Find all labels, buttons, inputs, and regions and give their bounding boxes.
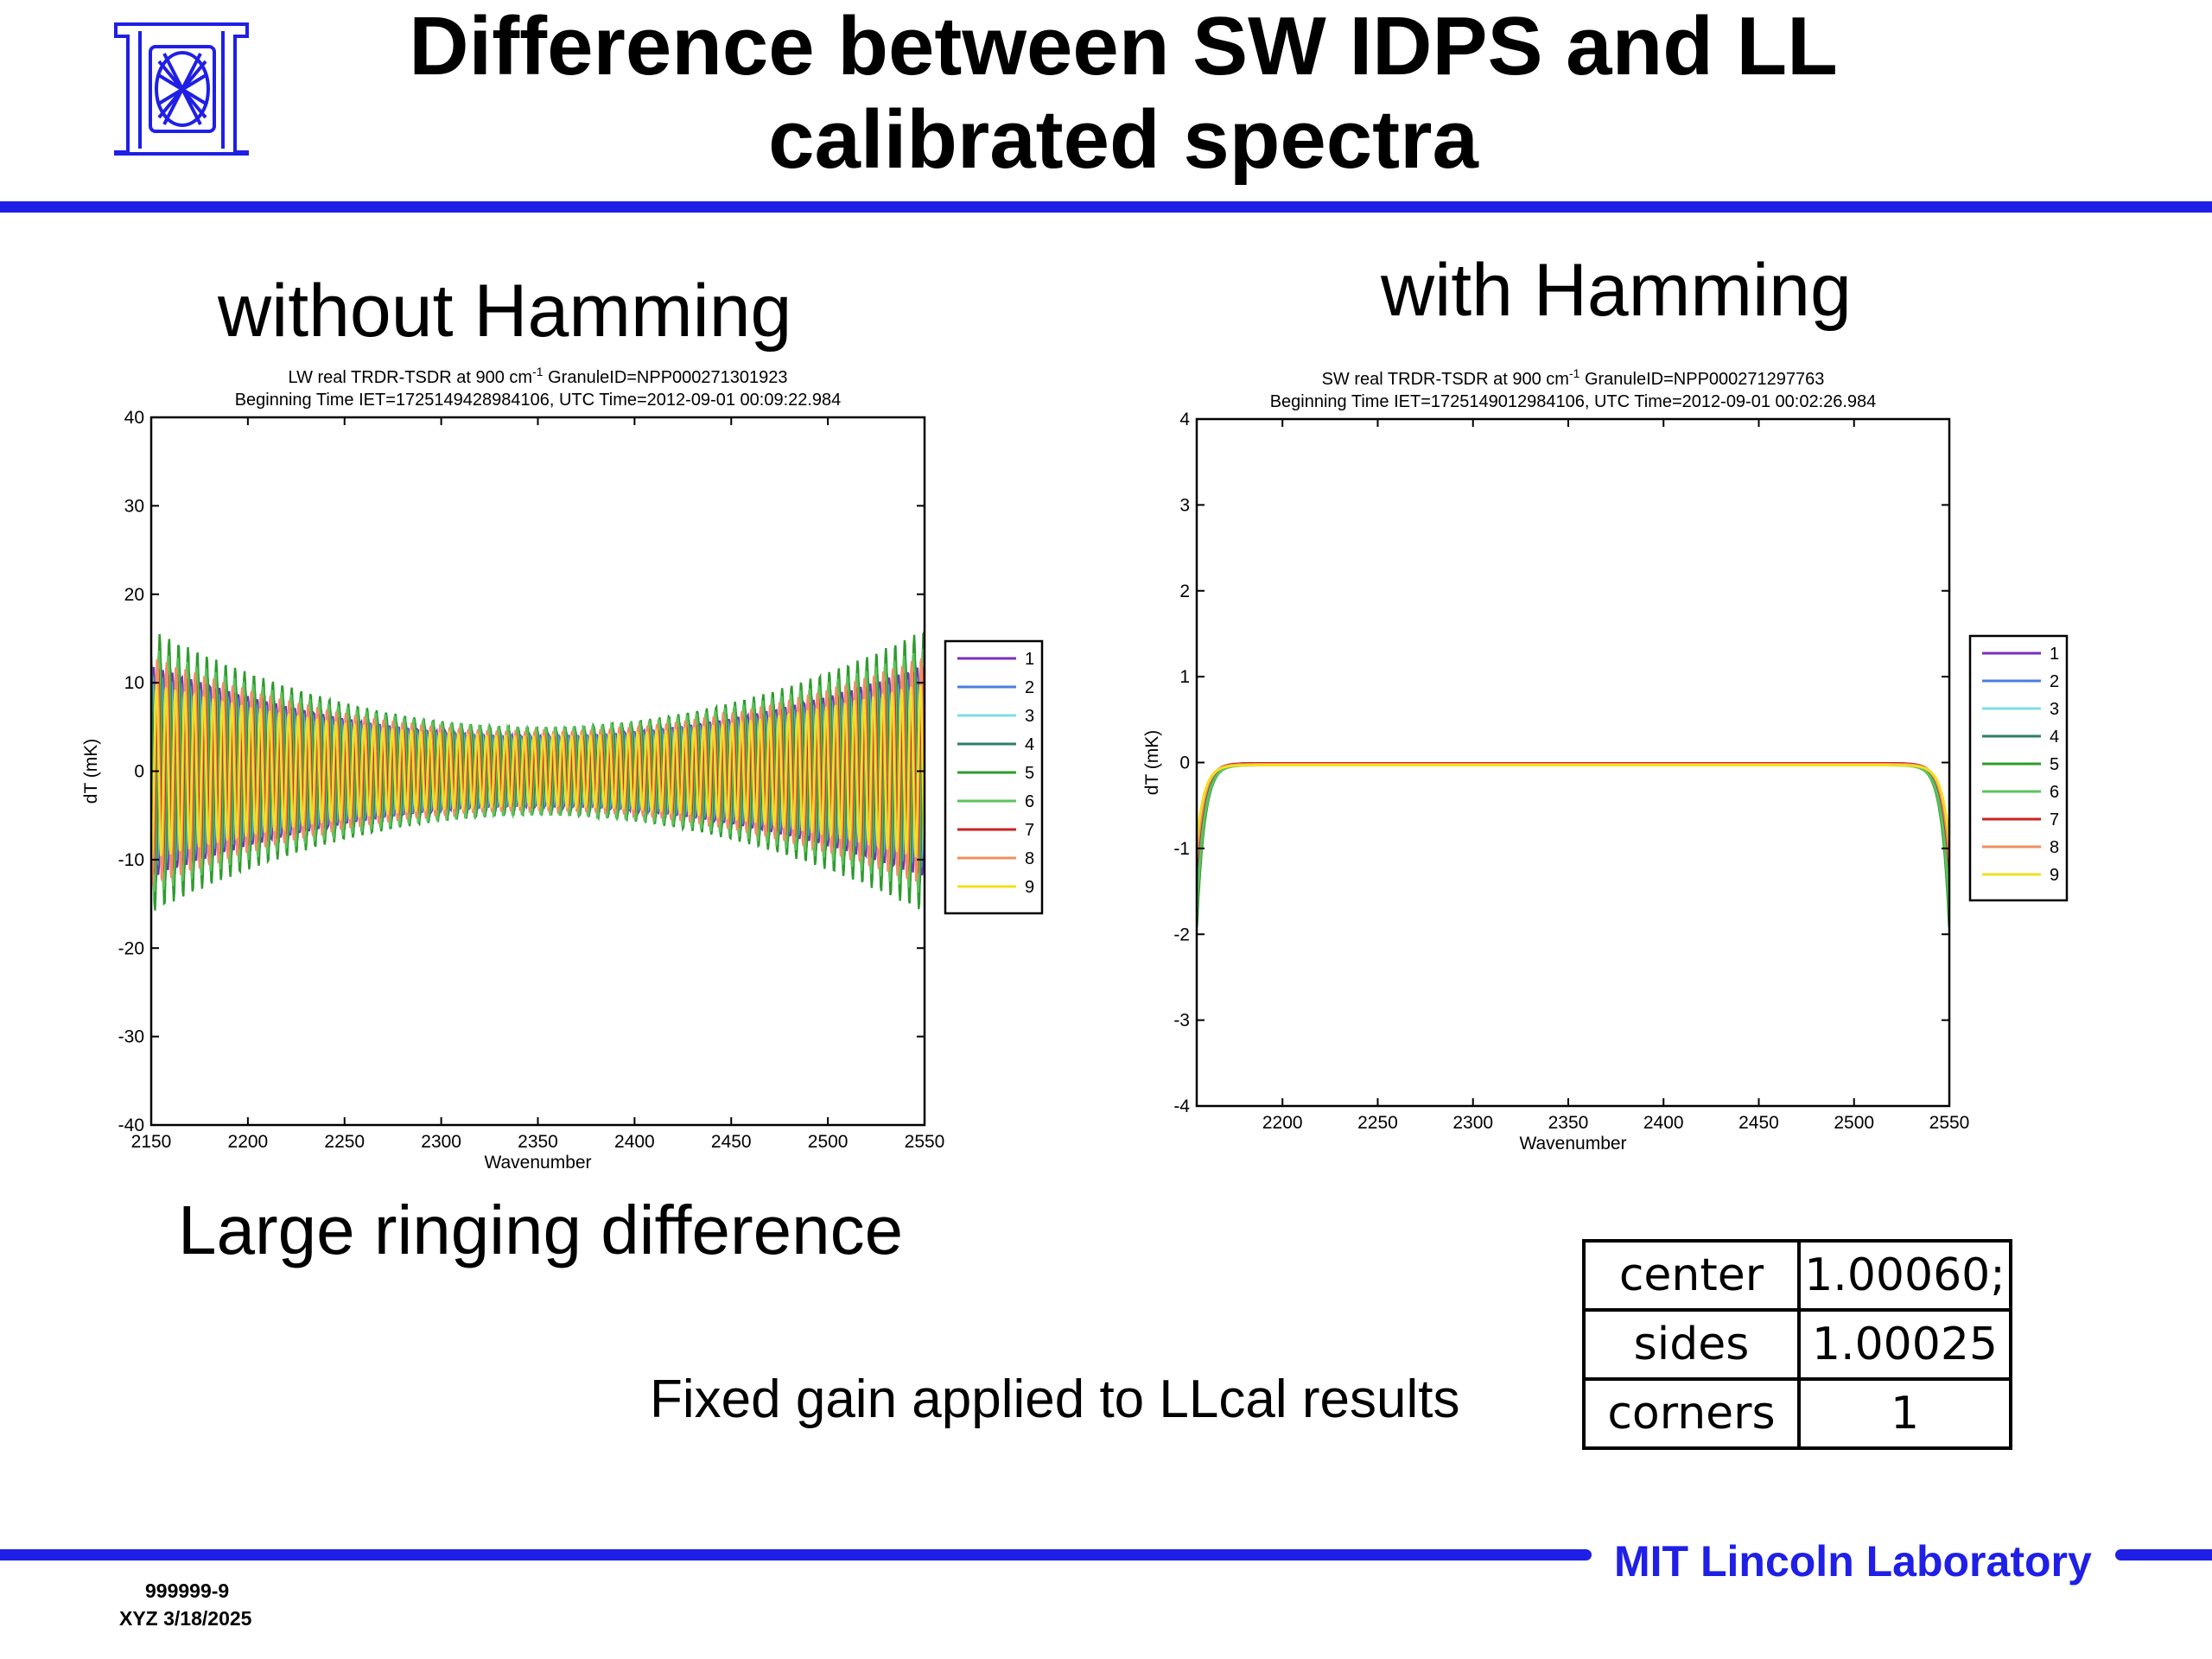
series-line-8 [1197,763,1949,859]
slide-title: Difference between SW IDPS and LL calibr… [259,0,1987,187]
series-line-3 [1197,764,1949,868]
right-panel-caption: with Hamming [1381,249,1852,332]
y-tick-label: 20 [124,585,144,605]
y-tick-label: -30 [118,1027,144,1047]
legend-label-3: 3 [1025,707,1034,726]
legend-label-2: 2 [1025,678,1034,697]
left-panel-caption: without Hamming [218,270,792,353]
legend-label-1: 1 [2050,645,2059,664]
legend-label-1: 1 [1025,650,1034,669]
legend-label-6: 6 [2050,783,2059,802]
gain-label-center: center [1582,1239,1801,1312]
y-tick-label: 3 [1179,495,1190,515]
legend-label-9: 9 [1025,878,1034,897]
legend-label-5: 5 [2050,755,2059,774]
y-tick-label: -40 [118,1116,144,1135]
chart-title-line-1: LW real TRDR-TSDR at 900 cm-1 GranuleID=… [288,365,787,387]
y-tick-label: 4 [1179,410,1190,429]
legend-label-6: 6 [1025,792,1034,811]
x-tick-label: 2300 [1452,1113,1493,1133]
x-axis-label: Wavenumber [1519,1134,1626,1154]
y-tick-label: 0 [1179,753,1190,773]
gain-value-corners: 1 [1797,1377,2012,1450]
legend-label-3: 3 [2050,700,2059,719]
series-line-1 [1197,762,1949,884]
ringing-note: Large ringing difference [178,1192,904,1268]
right-chart: SW real TRDR-TSDR at 900 cm-1 GranuleID=… [1142,366,2069,1154]
y-tick-label: -10 [118,850,144,870]
x-tick-label: 2350 [1548,1113,1589,1133]
x-tick-label: 2400 [614,1132,655,1152]
footer-divider-right [2115,1549,2212,1560]
gain-label-corners: corners [1582,1377,1801,1450]
legend-label-7: 7 [2050,810,2059,830]
y-tick-label: -20 [118,938,144,958]
y-tick-label: -3 [1173,1011,1190,1031]
y-tick-label: 1 [1179,667,1190,687]
y-tick-label: 2 [1179,582,1190,601]
x-tick-label: 2550 [1929,1113,1970,1133]
legend-label-7: 7 [1025,821,1034,840]
gain-table: center 1.00060; sides 1.00025 corners 1 [1582,1239,2012,1450]
y-tick-label: -1 [1173,839,1190,859]
gain-value-sides: 1.00025 [1797,1308,2012,1381]
plot-area [1197,762,1949,928]
x-tick-label: 2200 [228,1132,269,1152]
slide-title-line-2: calibrated spectra [768,93,1478,186]
legend-label-8: 8 [2050,838,2059,857]
x-tick-label: 2200 [1262,1113,1303,1133]
series-line-9 [151,683,925,860]
slide-title-line-1: Difference between SW IDPS and LL [409,0,1838,92]
legend-label-2: 2 [2050,672,2059,691]
y-tick-label: -2 [1173,925,1190,944]
gain-note: Fixed gain applied to LLcal results [650,1370,1460,1429]
y-tick-label: 40 [124,408,144,428]
series-line-7 [1197,762,1949,867]
chart-title-line-2: Beginning Time IET=1725149012984106, UTC… [1270,392,1877,411]
x-tick-label: 2450 [711,1132,752,1152]
x-tick-label: 2150 [131,1132,172,1152]
series-line-2 [1197,763,1949,876]
gain-value-center: 1.00060; [1797,1239,2012,1312]
mit-ll-logo-icon [114,22,249,156]
y-axis-label: dT (mK) [81,739,101,804]
footer-date: XYZ 3/18/2025 [119,1607,252,1630]
legend-label-5: 5 [1025,764,1034,783]
footer-lab-name: MIT Lincoln Laboratory [1614,1537,2092,1586]
y-axis-label: dT (mK) [1142,730,1162,795]
chart-title-line-2: Beginning Time IET=1725149428984106, UTC… [235,391,842,410]
x-tick-label: 2450 [1738,1113,1779,1133]
table-row: center 1.00060; [1582,1239,2012,1312]
x-tick-label: 2250 [1357,1113,1398,1133]
x-tick-label: 2400 [1643,1113,1684,1133]
series-line-5 [1197,763,1949,928]
series-line-4 [1197,762,1949,893]
table-row: corners 1 [1582,1377,2012,1450]
y-tick-label: 10 [124,673,144,693]
legend-label-8: 8 [1025,849,1034,868]
legend-label-4: 4 [1025,735,1034,754]
x-axis-label: Wavenumber [484,1153,591,1173]
x-tick-label: 2300 [421,1132,461,1152]
x-tick-label: 2350 [518,1132,558,1152]
gain-label-sides: sides [1582,1308,1801,1381]
footer-divider-left [0,1549,1592,1560]
table-row: sides 1.00025 [1582,1308,2012,1381]
x-tick-label: 2500 [808,1132,849,1152]
legend-label-9: 9 [2050,866,2059,885]
title-divider [0,201,2212,213]
series-line-9 [1197,764,1949,843]
series-line-6 [1197,764,1949,912]
plot-area [151,629,925,911]
y-tick-label: 0 [134,762,144,782]
x-tick-label: 2500 [1834,1113,1874,1133]
y-tick-label: -4 [1173,1096,1190,1116]
chart-title-line-1: SW real TRDR-TSDR at 900 cm-1 GranuleID=… [1322,366,1825,389]
left-chart: LW real TRDR-TSDR at 900 cm-1 GranuleID=… [81,365,1044,1173]
y-tick-label: 30 [124,496,144,516]
x-tick-label: 2550 [905,1132,945,1152]
legend-label-4: 4 [2050,728,2059,747]
footer-id: 999999-9 [145,1580,230,1602]
x-tick-label: 2250 [324,1132,365,1152]
